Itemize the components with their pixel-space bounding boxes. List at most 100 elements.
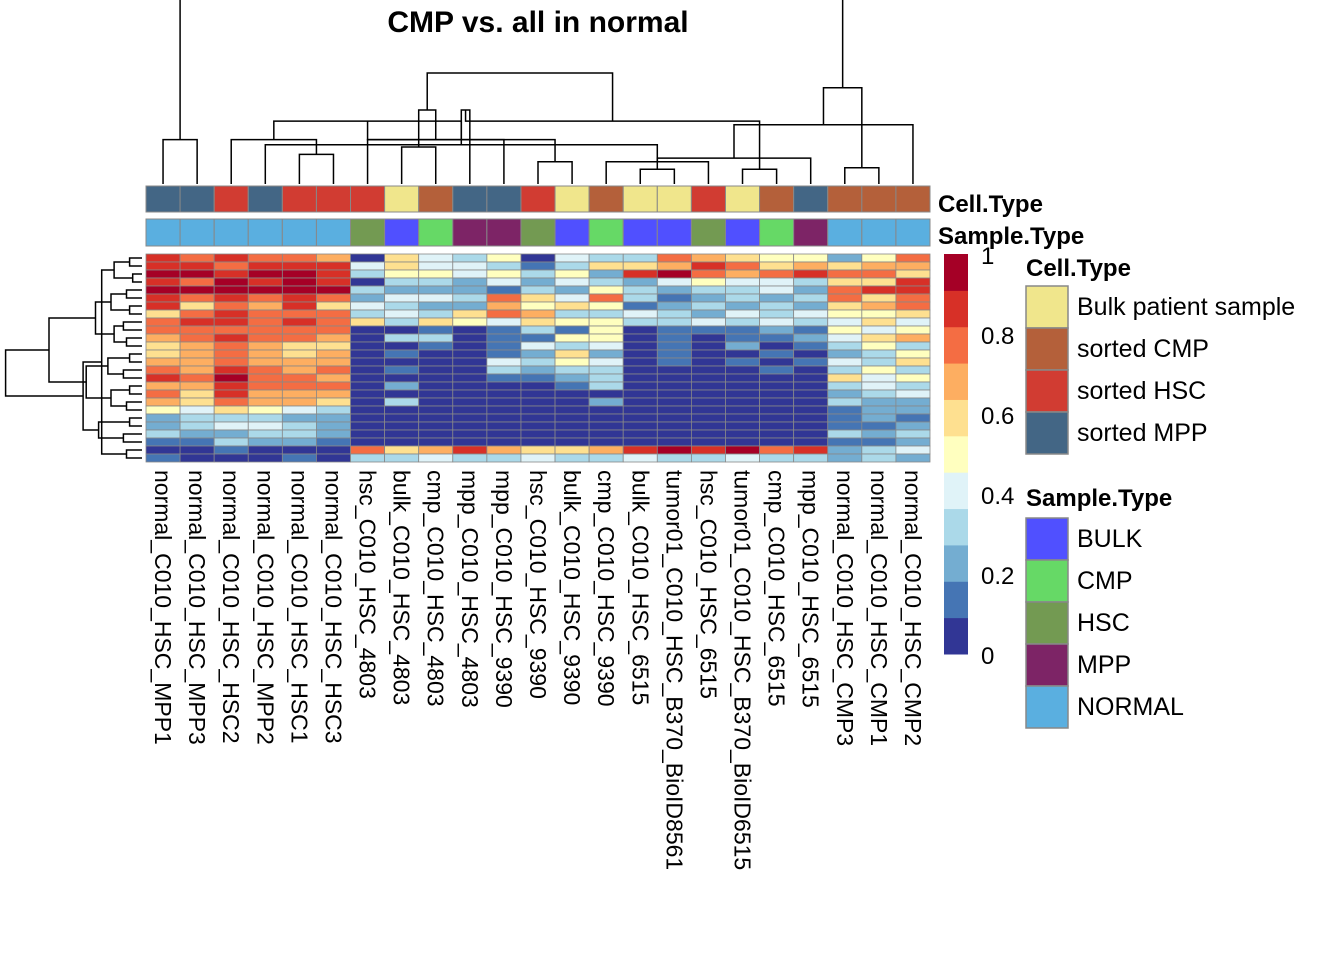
heatmap-cell (418, 317, 454, 327)
colorbar-tick-label: 1 (981, 243, 994, 270)
cell-type-annotation-cell (690, 185, 726, 213)
heatmap-cell (145, 261, 181, 271)
heatmap-cell (213, 277, 249, 287)
heatmap-cell (213, 453, 249, 463)
heatmap-cell (213, 445, 249, 455)
cell-type-annotation-cell (554, 185, 590, 213)
heatmap-cell (622, 293, 658, 303)
heatmap-cell (895, 253, 931, 263)
heatmap-cell (725, 365, 760, 375)
heatmap-cell (588, 293, 624, 303)
heatmap-cell (145, 397, 181, 407)
heatmap-cell (452, 293, 488, 303)
heatmap-cell (895, 389, 931, 399)
heatmap-cell (793, 349, 829, 359)
heatmap-cell (452, 269, 488, 279)
heatmap-cell (384, 389, 420, 399)
heatmap-cell (452, 453, 488, 463)
heatmap-cell (247, 389, 283, 399)
heatmap-cell (145, 309, 181, 319)
column-label: normal_C010_HSC_HSC3 (320, 470, 346, 744)
dendrogram-branch (97, 421, 130, 439)
dendrogram-branch (162, 138, 198, 184)
heatmap-cell (690, 277, 726, 287)
dendrogram-branch (128, 417, 142, 427)
heatmap-cell (486, 429, 522, 439)
heatmap-cell (861, 453, 897, 463)
sample-type-legend-label: CMP (1077, 567, 1133, 595)
heatmap-cell (656, 397, 692, 407)
heatmap-cell (827, 429, 863, 439)
sample-type-annotation-cell (350, 218, 386, 247)
heatmap-cell (759, 405, 795, 415)
heatmap-cell (656, 453, 692, 463)
heatmap-cell (588, 397, 624, 407)
heatmap-cell (656, 373, 692, 383)
heatmap-cell (281, 421, 317, 431)
heatmap-cell (861, 333, 897, 343)
heatmap-cell (520, 437, 556, 447)
heatmap-cell (418, 325, 454, 335)
heatmap-cell (145, 381, 181, 391)
heatmap-cell (486, 301, 522, 311)
heatmap-cell (588, 413, 624, 423)
heatmap-cell (384, 261, 420, 271)
heatmap-cell (316, 325, 351, 335)
heatmap-cell (316, 437, 351, 447)
heatmap-cell (179, 437, 215, 447)
heatmap-cell (690, 437, 726, 447)
heatmap-cell (793, 437, 829, 447)
heatmap-cell (213, 389, 249, 399)
heatmap-cell (622, 397, 658, 407)
heatmap-cell (725, 317, 760, 327)
column-label: normal_C010_HSC_MPP2 (252, 470, 278, 745)
heatmap-cell (656, 333, 692, 343)
heatmap-cell (827, 285, 863, 295)
heatmap-cell (418, 445, 454, 455)
heatmap-cell (281, 405, 317, 415)
heatmap-cell (281, 381, 317, 391)
sample-type-annotation-cell (418, 218, 454, 247)
heatmap-cell (179, 277, 215, 287)
dendrogram-branch (125, 449, 142, 459)
heatmap-cell (384, 381, 420, 391)
sample-type-legend-label: NORMAL (1077, 693, 1184, 721)
heatmap-cell (452, 429, 488, 439)
dendrogram-branch (417, 109, 437, 147)
sample-type-annotation-cell (554, 218, 590, 247)
heatmap-cell (895, 397, 931, 407)
heatmap-cell (656, 293, 692, 303)
colorbar-segment (944, 254, 968, 291)
heatmap-cell (418, 349, 454, 359)
heatmap-cell (861, 277, 897, 287)
column-label: mpp_C010_HSC_9390 (491, 470, 517, 708)
heatmap-cell (861, 301, 897, 311)
heatmap-cell (759, 397, 795, 407)
heatmap-cell (145, 437, 181, 447)
heatmap-cell (554, 389, 590, 399)
heatmap-cell (861, 285, 897, 295)
heatmap-cell (213, 309, 249, 319)
heatmap-cell (179, 413, 215, 423)
heatmap-cell (622, 341, 658, 351)
heatmap-cell (281, 437, 317, 447)
heatmap-cell (247, 357, 283, 367)
heatmap-cell (656, 261, 692, 271)
heatmap-cell (622, 437, 658, 447)
heatmap-cell (827, 309, 863, 319)
colorbar-segment (944, 617, 968, 655)
heatmap-cell (656, 349, 692, 359)
sample-type-annotation-cell (486, 218, 522, 247)
heatmap-cell (725, 293, 760, 303)
heatmap-cell (316, 253, 351, 263)
heatmap-cell (827, 325, 863, 335)
heatmap-cell (793, 365, 829, 375)
heatmap-cell (520, 357, 556, 367)
heatmap-cell (759, 301, 795, 311)
heatmap-cell (622, 253, 658, 263)
sample-type-annotation-cell (247, 218, 283, 247)
heatmap-cell (827, 357, 863, 367)
heatmap-cell (861, 373, 897, 383)
heatmap-cell (350, 389, 386, 399)
heatmap-cell (656, 389, 692, 399)
